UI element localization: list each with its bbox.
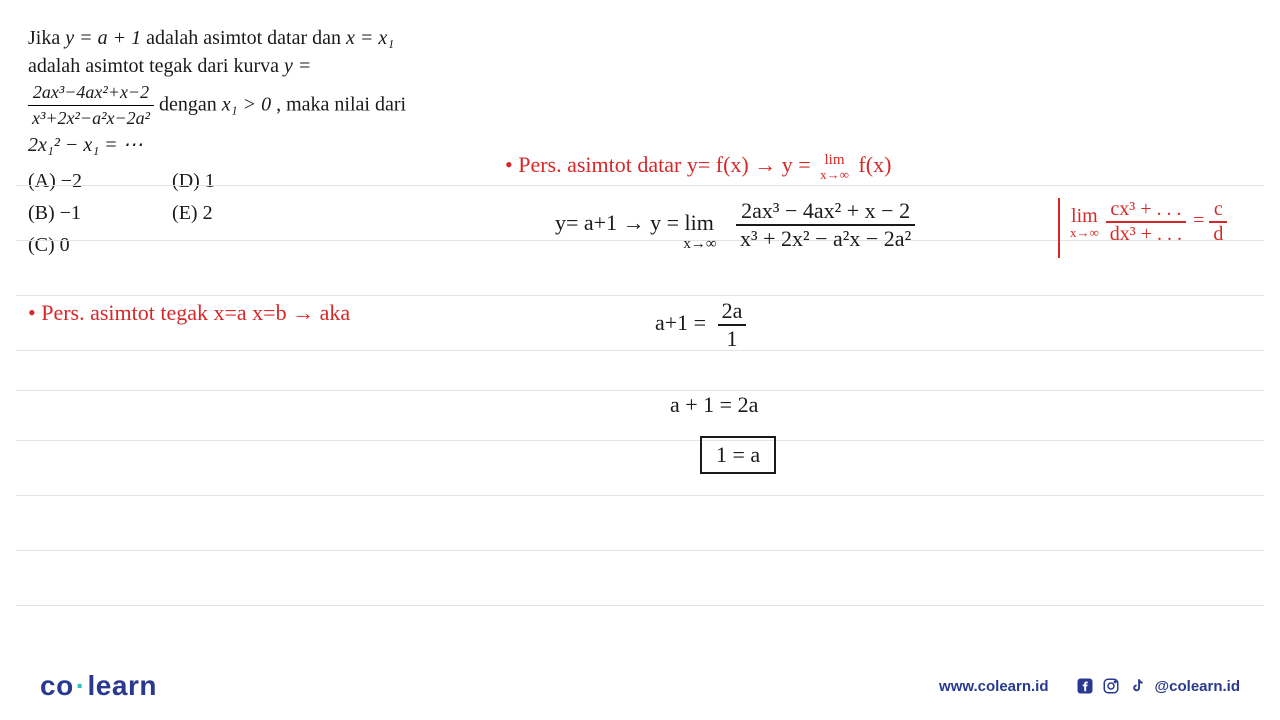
workstep-limit: y= a+1 → y = lim x→∞ 2ax³ − 4ax² + x − 2…: [555, 198, 915, 253]
equation-y: y = a + 1: [65, 27, 141, 49]
text: adalah asimtot datar dan: [146, 27, 346, 49]
note-vertical-asymptote: • Pers. asimtot tegak x=a x=b → aka: [28, 300, 350, 326]
denominator: x³+2x²−a²x−2a²: [28, 106, 154, 131]
website-link[interactable]: www.colearn.id: [939, 678, 1048, 695]
facebook-icon[interactable]: [1075, 676, 1095, 696]
social-links: @colearn.id: [1075, 676, 1240, 696]
brand-logo: co·learn: [40, 670, 157, 702]
text: Jika: [28, 27, 65, 49]
instagram-icon[interactable]: [1101, 676, 1121, 696]
condition: x₁ > 0: [222, 93, 271, 115]
rational-fraction: 2ax³−4ax²+x−2 x³+2x²−a²x−2a²: [28, 80, 154, 131]
note-horizontal-asymptote: • Pers. asimtot datar y= f(x) → y = lim …: [505, 152, 891, 181]
numerator: 2ax³−4ax²+x−2: [28, 80, 154, 106]
equation-y2: y =: [284, 55, 311, 77]
note-limit-rule: lim x→∞ cx³ + . . . dx³ + . . . = c d: [1070, 198, 1227, 246]
text: adalah asimtot tegak dari kurva: [28, 55, 284, 77]
tiktok-icon[interactable]: [1127, 676, 1147, 696]
workstep-3: a + 1 = 2a: [670, 392, 758, 418]
equation-x: x = x₁: [346, 27, 394, 49]
text: , maka nilai dari: [276, 93, 406, 115]
workstep-2: a+1 = 2a 1: [655, 298, 746, 352]
social-handle[interactable]: @colearn.id: [1155, 678, 1240, 695]
workstep-result: 1 = a: [700, 436, 776, 474]
text: dengan: [159, 93, 222, 115]
footer: co·learn www.colearn.id @colearn.id: [0, 652, 1280, 720]
divider: [1058, 198, 1060, 258]
